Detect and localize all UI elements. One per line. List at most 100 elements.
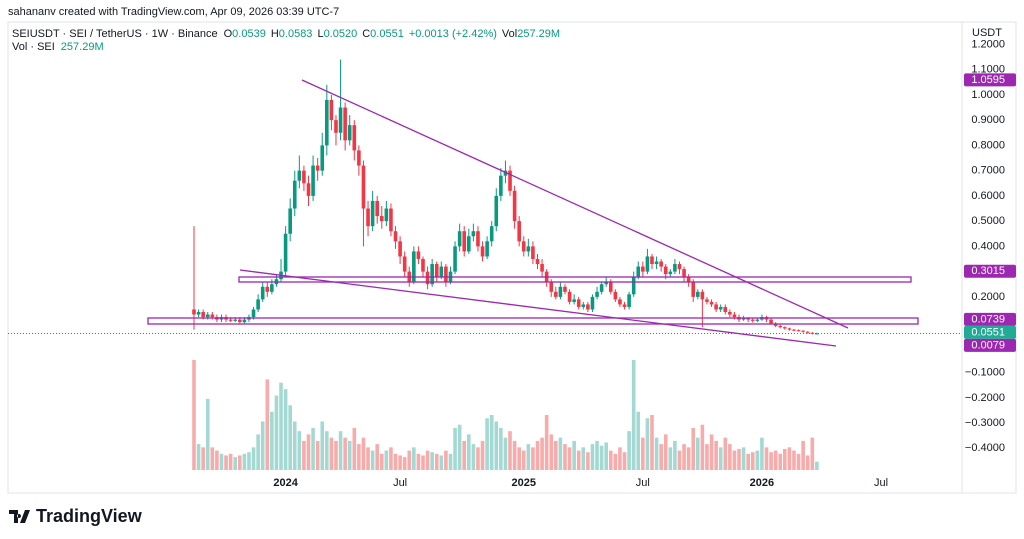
volume-bar (613, 453, 618, 470)
volume-bar (370, 450, 375, 470)
x-tick-label: 2026 (750, 477, 774, 489)
volume-bar (444, 450, 448, 470)
candle-body (631, 276, 636, 295)
candle-body (783, 327, 787, 329)
volume-bar (741, 447, 746, 470)
volume-bar (535, 440, 540, 470)
candle-body (659, 261, 663, 267)
candle-body (709, 301, 714, 305)
x-tick-label: 2024 (273, 477, 298, 489)
volume-bar (567, 447, 572, 470)
candle-body (732, 314, 737, 318)
y-tick-label: −0.3000 (965, 417, 1005, 429)
candle-body (540, 264, 544, 272)
price-label: 0.0739 (971, 313, 1005, 325)
candle-body (787, 328, 792, 330)
volume-bar (297, 431, 302, 470)
volume-bar (636, 411, 641, 470)
legend-key: O (224, 28, 233, 40)
volume-bar (279, 382, 283, 470)
volume-bar (663, 434, 668, 470)
volume-bar (476, 447, 480, 470)
volume-bar (352, 427, 357, 470)
candle-body (705, 299, 709, 302)
currency: USDT (972, 27, 1002, 39)
volume-bar (398, 455, 402, 470)
legend-value: 0.0520 (324, 28, 358, 40)
volume-bar (379, 453, 384, 470)
legend-change: +0.0013 (+2.42%) (409, 28, 497, 40)
candle-body (489, 226, 494, 242)
volume-bar (503, 437, 508, 470)
x-tick-label: Jul (393, 477, 407, 489)
candle-body (796, 330, 801, 332)
volume-bar (682, 444, 686, 470)
y-tick-label: 0.6000 (971, 190, 1005, 202)
price-label: 0.3015 (971, 265, 1005, 277)
volume-bar (256, 434, 260, 470)
y-tick-label: 1.0000 (971, 89, 1005, 101)
volume-bar (499, 427, 503, 470)
candle-body (572, 299, 576, 302)
watermark: sahananv created with TradingView.com, A… (8, 6, 339, 18)
candle-body (311, 165, 315, 196)
volume-bar (810, 437, 815, 470)
candle-body (270, 284, 274, 292)
candle-body (723, 306, 728, 313)
candle-body (389, 208, 393, 232)
candle-body (526, 246, 531, 252)
candle-body (192, 309, 196, 315)
candle-body (260, 286, 265, 300)
volume-bar (760, 437, 764, 470)
candle-body (563, 286, 567, 292)
volume-bar (480, 440, 485, 470)
candle-body (196, 312, 201, 315)
candle-body (714, 304, 718, 310)
volume-bar (233, 457, 238, 470)
candle-body (357, 150, 361, 166)
candle-body (700, 291, 705, 300)
volume-bar (618, 447, 622, 470)
candle-body (691, 281, 696, 297)
volume-bar (521, 450, 526, 470)
candle-body (815, 333, 819, 335)
candle-body (650, 256, 654, 265)
candle-body (805, 331, 810, 333)
candle-body (375, 200, 379, 217)
volume-bar (595, 440, 599, 470)
volume-bar (796, 453, 801, 470)
volume-bar (815, 461, 819, 470)
volume-bar (576, 450, 581, 470)
candle-body (242, 319, 247, 323)
candle-body (755, 319, 760, 321)
candle-body (453, 246, 457, 272)
y-tick-label: −0.2000 (965, 392, 1005, 404)
candle-body (251, 309, 256, 318)
volume-bar (315, 440, 320, 470)
candle-body (302, 170, 306, 184)
legend-value: 257.29M (517, 28, 560, 40)
volume-bar (709, 434, 714, 470)
candle-body (366, 208, 370, 227)
volume-bar (384, 450, 389, 470)
candle-body (645, 256, 650, 272)
volume-bar (306, 434, 311, 470)
y-tick-label: 0.9000 (971, 114, 1005, 126)
candle-body (801, 330, 805, 332)
volume-bar (714, 440, 718, 470)
candle-body (205, 314, 210, 318)
volume-bar (196, 444, 201, 470)
candle-body (622, 304, 627, 307)
volume-bar (631, 360, 636, 470)
candle-body (586, 304, 590, 310)
candle-body (581, 304, 586, 307)
candle-body (595, 291, 599, 297)
volume-bar (334, 440, 338, 470)
candle-body (228, 319, 233, 321)
volume-bar (338, 431, 343, 470)
y-tick-label: 1.2000 (971, 38, 1005, 50)
volume-bar (746, 453, 750, 470)
volume-bar (677, 450, 682, 470)
y-tick-label: −0.1000 (965, 367, 1005, 379)
